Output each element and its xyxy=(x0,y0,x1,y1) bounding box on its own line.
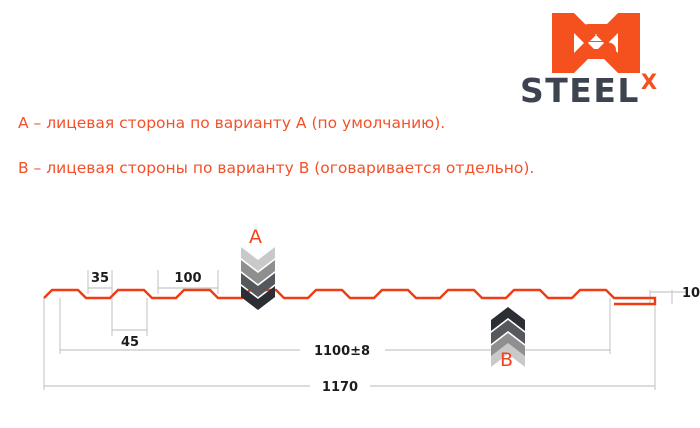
legend-variant-b-text: В – лицевая стороны по варианту В (огова… xyxy=(18,159,535,177)
dimension-label-1170: 1170 xyxy=(322,380,358,395)
dimension-label-10: 10 xyxy=(682,286,700,301)
wordmark-x-accent: X xyxy=(640,70,658,94)
dimension-lines xyxy=(44,287,686,387)
steelx-x-monogram-icon xyxy=(550,12,642,74)
dimension-label-100: 100 xyxy=(174,271,201,286)
marker-a-label: A xyxy=(249,226,262,248)
brand-logo: STEEL X xyxy=(520,12,692,112)
marker-b-chevrons-icon xyxy=(491,307,525,367)
brand-wordmark: STEEL X xyxy=(520,70,692,112)
dimension-label-1100: 1100±8 xyxy=(314,344,370,359)
marker-b-label: B xyxy=(500,349,514,371)
marker-a-chevrons-icon xyxy=(241,247,275,310)
dimension-label-35: 35 xyxy=(91,271,109,286)
wordmark-steel: STEEL xyxy=(520,71,640,110)
profile-technical-drawing: 35 100 45 1100±8 1170 10 xyxy=(0,212,700,412)
sheet-profile-outline xyxy=(43,288,657,306)
legend-variant-a-text: A – лицевая сторона по варианту А (по ум… xyxy=(18,114,446,132)
dimension-label-45: 45 xyxy=(121,335,139,350)
